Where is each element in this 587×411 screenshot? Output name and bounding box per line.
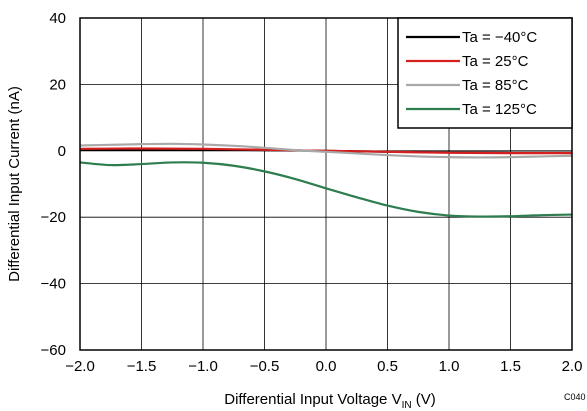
y-tick-labels: −60 −40 −20 0 20 40 xyxy=(41,10,66,359)
legend: Ta = −40°C Ta = 25°C Ta = 85°C Ta = 125°C xyxy=(397,17,573,129)
y-tick-label: 0 xyxy=(58,143,66,160)
x-axis-label-main: Differential Input Voltage V xyxy=(224,391,401,408)
y-tick-label: 40 xyxy=(49,10,66,27)
legend-entry: Ta = 125°C xyxy=(462,101,537,118)
x-axis-label-subscript: IN xyxy=(402,400,412,411)
y-tick-label: −20 xyxy=(41,209,66,226)
x-tick-label: −2.0 xyxy=(65,358,95,375)
x-tick-label: 2.0 xyxy=(562,358,583,375)
x-tick-labels: −2.0 −1.5 −1.0 −0.5 0.0 0.5 1.0 1.5 2.0 xyxy=(65,358,582,375)
y-axis-label: Differential Input Current (nA) xyxy=(6,86,23,282)
series-line xyxy=(79,161,573,218)
y-tick-label: 20 xyxy=(49,76,66,93)
x-tick-label: −0.5 xyxy=(250,358,280,375)
x-axis-label-unit: (V) xyxy=(412,391,436,408)
plot-frame xyxy=(79,17,573,351)
legend-entry: Ta = −40°C xyxy=(462,29,537,46)
legend-entry: Ta = 25°C xyxy=(462,53,529,70)
x-tick-label: 0.5 xyxy=(377,358,398,375)
y-tick-label: −60 xyxy=(41,342,66,359)
figure-code: C040 xyxy=(564,392,586,402)
x-tick-label: 1.5 xyxy=(500,358,521,375)
y-tick-label: −40 xyxy=(41,276,66,293)
x-tick-label: 1.0 xyxy=(439,358,460,375)
x-tick-label: −1.5 xyxy=(127,358,157,375)
series-lines xyxy=(79,142,573,218)
x-axis-label: Differential Input Voltage VIN (V) xyxy=(224,391,436,411)
x-tick-label: 0.0 xyxy=(316,358,337,375)
series-line xyxy=(79,142,573,159)
x-tick-label: −1.0 xyxy=(188,358,218,375)
legend-entry: Ta = 85°C xyxy=(462,77,529,94)
